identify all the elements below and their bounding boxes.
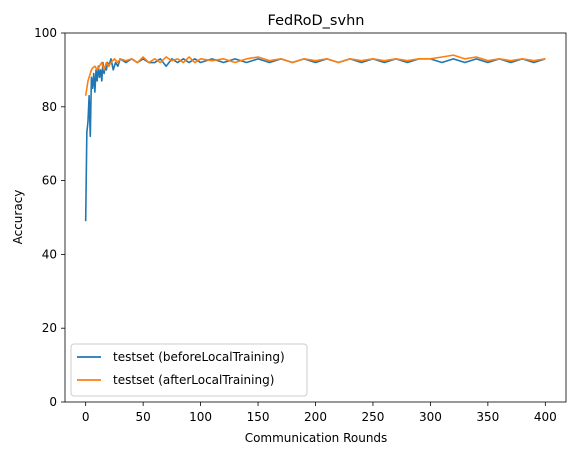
y-tick-label: 40 <box>42 247 57 261</box>
y-tick-label: 0 <box>49 395 57 409</box>
series-line-1 <box>84 58 546 222</box>
y-axis: 0 20 40 60 80 100 <box>34 26 65 409</box>
chart-title: FedRoD_svhn <box>268 13 365 29</box>
y-tick-label: 100 <box>34 26 57 40</box>
x-tick-label: 350 <box>476 410 499 424</box>
series-line-2 <box>84 54 546 96</box>
x-tick-label: 0 <box>82 410 90 424</box>
x-tick-label: 300 <box>419 410 442 424</box>
legend-label-1: testset (beforeLocalTraining) <box>113 350 285 364</box>
y-tick-label: 80 <box>42 100 57 114</box>
y-tick-label: 60 <box>42 174 57 188</box>
x-tick-label: 400 <box>534 410 557 424</box>
legend: testset (beforeLocalTraining) testset (af… <box>70 343 308 397</box>
x-tick-label: 100 <box>189 410 212 424</box>
x-tick-label: 150 <box>247 410 270 424</box>
legend-label-2: testset (afterLocalTraining) <box>113 373 274 387</box>
y-tick-label: 20 <box>42 321 57 335</box>
legend-box <box>70 343 308 397</box>
x-axis-title: Communication Rounds <box>245 431 388 445</box>
x-tick-label: 50 <box>135 410 150 424</box>
x-tick-label: 250 <box>362 410 385 424</box>
y-axis-title: Accuracy <box>11 190 25 245</box>
x-axis: 0 50 100 150 200 250 300 350 400 <box>82 402 557 424</box>
x-tick-label: 200 <box>304 410 327 424</box>
series-layer <box>84 54 546 222</box>
